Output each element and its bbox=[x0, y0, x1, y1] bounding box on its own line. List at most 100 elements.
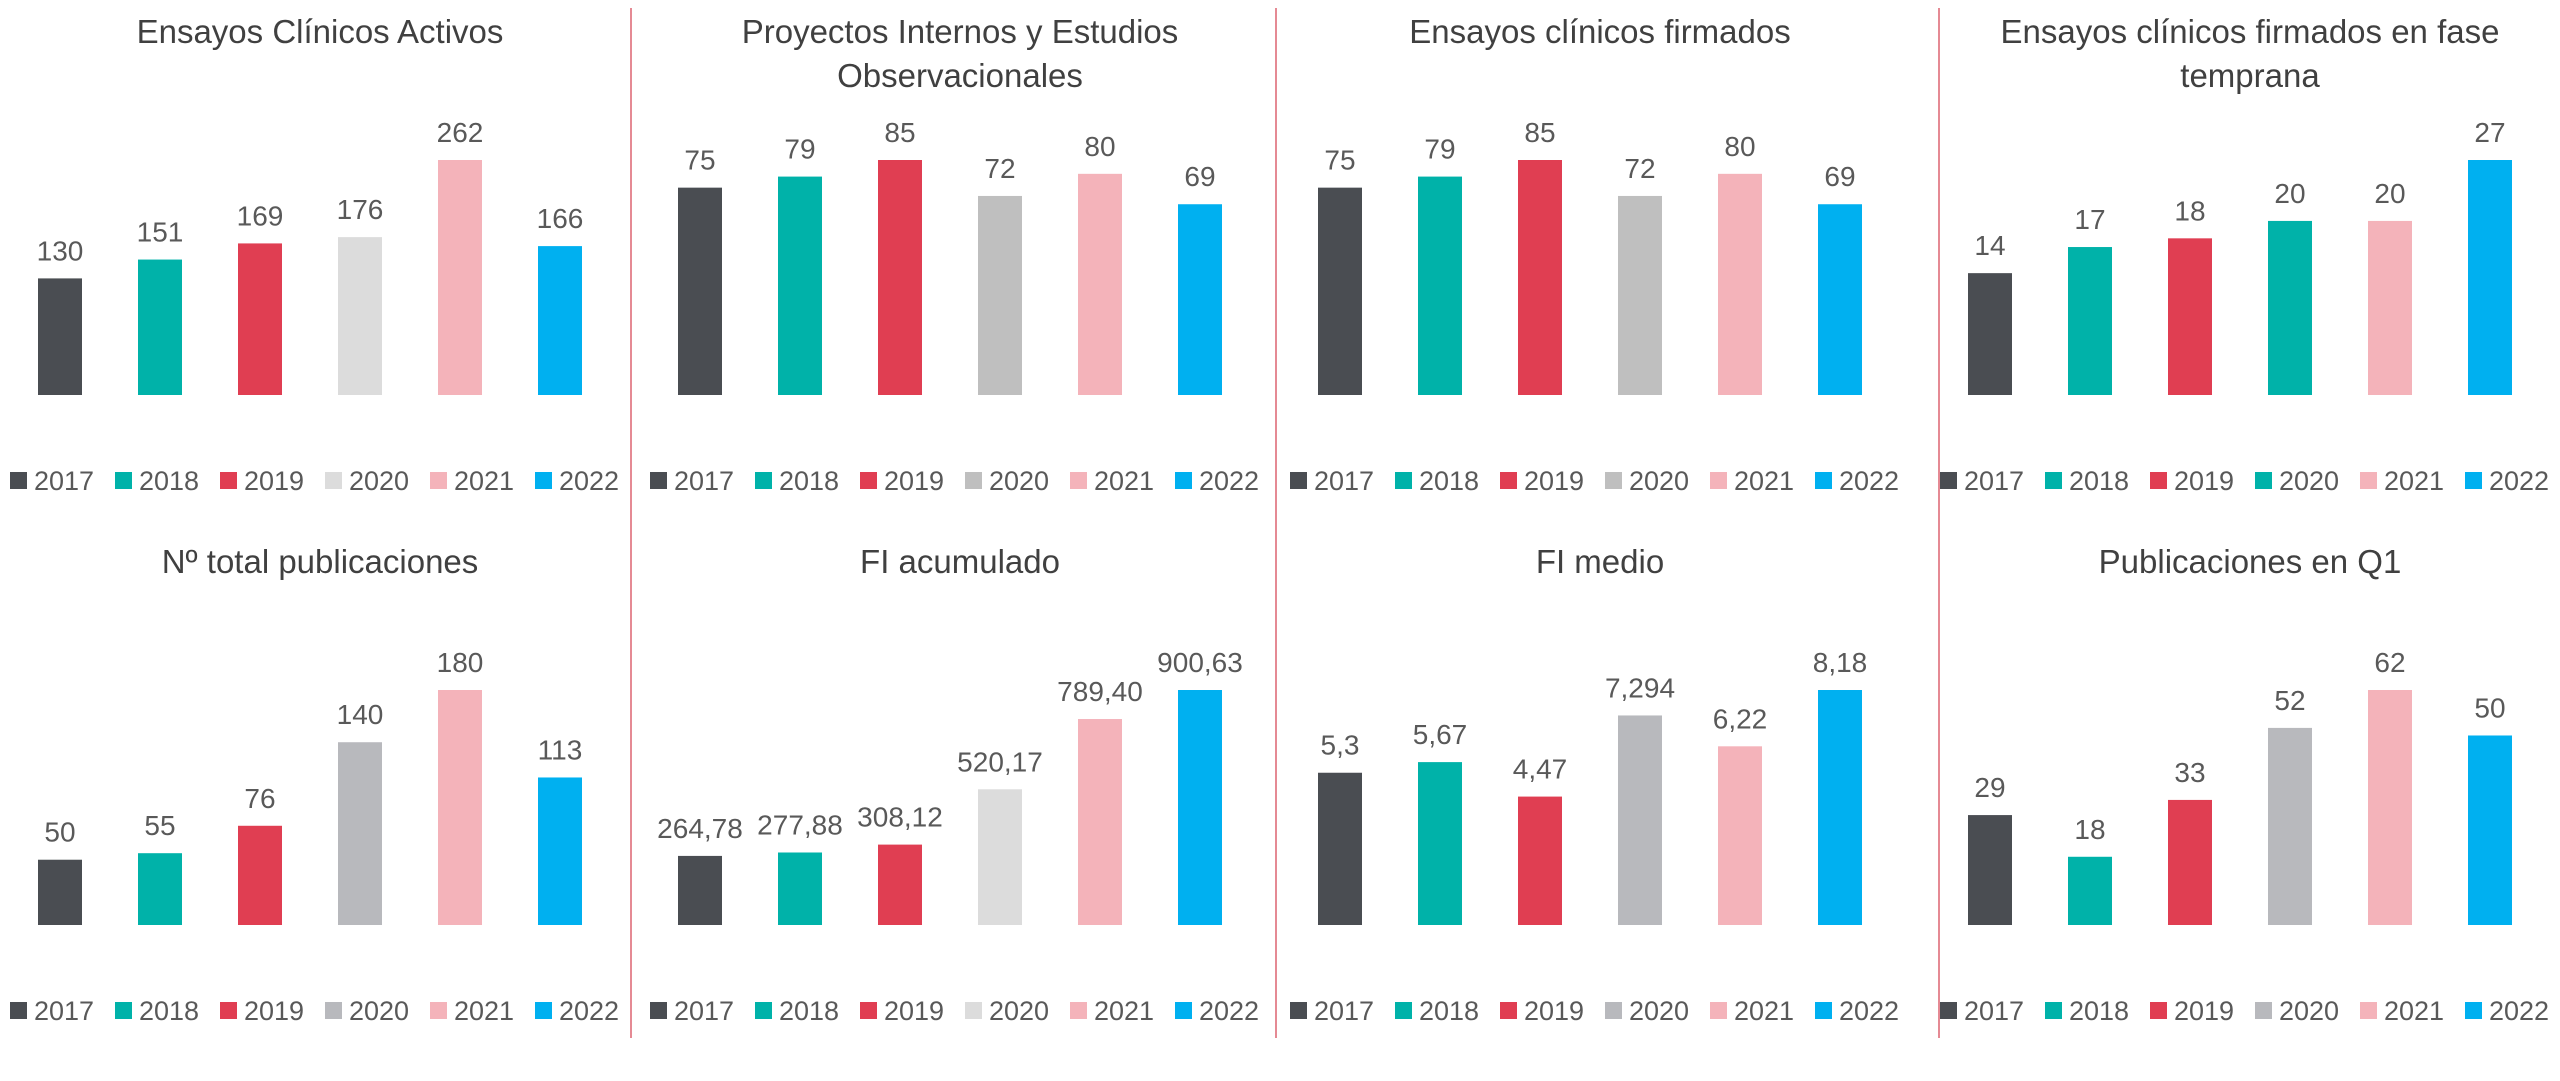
legend-swatch bbox=[2360, 1002, 2377, 1019]
legend-label: 2020 bbox=[2279, 466, 2339, 496]
legend-swatch bbox=[965, 472, 982, 489]
bar bbox=[2068, 247, 2112, 395]
legend-label: 2019 bbox=[244, 996, 304, 1026]
bar bbox=[1518, 160, 1562, 395]
legend-swatch bbox=[1710, 1002, 1727, 1019]
legend-label: 2019 bbox=[884, 466, 944, 496]
legend-label: 2021 bbox=[2384, 466, 2444, 496]
legend-swatch bbox=[1500, 1002, 1517, 1019]
legend-label: 2022 bbox=[1199, 996, 1259, 1026]
legend-label: 2021 bbox=[454, 466, 514, 496]
bar bbox=[2468, 160, 2512, 395]
legend-label: 2020 bbox=[2279, 996, 2339, 1026]
value-label: 52 bbox=[2274, 685, 2305, 716]
bar bbox=[1718, 746, 1762, 925]
value-label: 75 bbox=[1324, 145, 1355, 176]
value-label: 80 bbox=[1724, 131, 1755, 162]
value-label: 169 bbox=[237, 200, 284, 231]
chart: 29 2017 18 2018 33 2019 52 2020 62 2021 50 2022 bbox=[1940, 647, 2549, 1026]
value-label: 20 bbox=[2374, 178, 2405, 209]
value-label: 27 bbox=[2474, 117, 2505, 148]
legend-label: 2018 bbox=[139, 996, 199, 1026]
chart-title: Proyectos Internos y Estudios Observacio… bbox=[741, 13, 1179, 94]
legend-swatch bbox=[115, 1002, 132, 1019]
chart: 75 2017 79 2018 85 2019 72 2020 80 2021 69 2022 bbox=[650, 117, 1259, 496]
legend-swatch bbox=[220, 472, 237, 489]
legend-swatch bbox=[1070, 472, 1087, 489]
value-label: 113 bbox=[538, 734, 583, 765]
legend-swatch bbox=[1500, 472, 1517, 489]
chart: 75 2017 79 2018 85 2019 72 2020 80 2021 69 2022 bbox=[1290, 117, 1899, 496]
legend-label: 2020 bbox=[349, 996, 409, 1026]
bar bbox=[2468, 735, 2512, 925]
value-label: 789,40 bbox=[1057, 676, 1143, 707]
chart: 264,78 2017 277,88 2018 308,12 2019 520,17 2020… bbox=[650, 647, 1259, 1026]
legend-swatch bbox=[2150, 472, 2167, 489]
value-label: 72 bbox=[984, 153, 1015, 184]
value-label: 180 bbox=[437, 647, 484, 678]
bar bbox=[778, 852, 822, 925]
legend-swatch bbox=[2150, 1002, 2167, 1019]
legend-swatch bbox=[650, 472, 667, 489]
legend-label: 2019 bbox=[2174, 466, 2234, 496]
legend-swatch bbox=[965, 1002, 982, 1019]
legend-swatch bbox=[1940, 472, 1957, 489]
bar bbox=[1968, 273, 2012, 395]
bar bbox=[138, 259, 182, 395]
chart-panel: 50 2017 55 2018 76 2019 140 2020 180 2021 113 2022 N… bbox=[0, 530, 640, 1070]
chart: 5,3 2017 5,67 2018 4,47 2019 7,294 2020 6,22 2021… bbox=[1290, 647, 1899, 1026]
legend-swatch bbox=[2360, 472, 2377, 489]
value-label: 33 bbox=[2174, 757, 2205, 788]
legend-swatch bbox=[860, 472, 877, 489]
value-label: 50 bbox=[44, 817, 75, 848]
bar bbox=[538, 777, 582, 925]
legend-swatch bbox=[2255, 472, 2272, 489]
bar bbox=[1178, 690, 1222, 925]
legend-swatch bbox=[2045, 1002, 2062, 1019]
value-label: 7,294 bbox=[1605, 672, 1675, 703]
bar bbox=[878, 844, 922, 925]
value-label: 75 bbox=[684, 145, 715, 176]
bar bbox=[2268, 220, 2312, 395]
legend-label: 2017 bbox=[1964, 466, 2024, 496]
value-label: 80 bbox=[1084, 131, 1115, 162]
legend-label: 2022 bbox=[1199, 466, 1259, 496]
legend-label: 2020 bbox=[349, 466, 409, 496]
legend-swatch bbox=[220, 1002, 237, 1019]
chart-panel: 264,78 2017 277,88 2018 308,12 2019 520,17 2020… bbox=[640, 530, 1280, 1070]
legend-swatch bbox=[1710, 472, 1727, 489]
legend-label: 2022 bbox=[559, 996, 619, 1026]
value-label: 18 bbox=[2074, 814, 2105, 845]
legend-swatch bbox=[430, 472, 447, 489]
value-label: 262 bbox=[437, 117, 484, 148]
legend-swatch bbox=[535, 1002, 552, 1019]
legend-label: 2021 bbox=[1734, 996, 1794, 1026]
legend-swatch bbox=[2465, 1002, 2482, 1019]
chart-title: Ensayos clínicos firmados en fase tempra… bbox=[2000, 13, 2500, 94]
legend-swatch bbox=[2465, 472, 2482, 489]
value-label: 18 bbox=[2174, 195, 2205, 226]
bar bbox=[438, 160, 482, 395]
legend-swatch bbox=[10, 1002, 27, 1019]
legend-label: 2018 bbox=[779, 996, 839, 1026]
value-label: 4,47 bbox=[1513, 754, 1568, 785]
chart-title: Ensayos Clínicos Activos bbox=[136, 13, 504, 50]
value-label: 264,78 bbox=[657, 813, 743, 844]
legend-swatch bbox=[1175, 472, 1192, 489]
value-label: 29 bbox=[1974, 772, 2005, 803]
bar bbox=[1078, 719, 1122, 925]
bar bbox=[678, 855, 722, 925]
legend-swatch bbox=[755, 472, 772, 489]
chart-title: FI acumulado bbox=[860, 543, 1060, 580]
value-label: 140 bbox=[337, 699, 384, 730]
legend-swatch bbox=[1815, 472, 1832, 489]
value-label: 20 bbox=[2274, 178, 2305, 209]
legend-label: 2018 bbox=[2069, 466, 2129, 496]
value-label: 130 bbox=[37, 235, 84, 266]
value-label: 6,22 bbox=[1713, 703, 1768, 734]
value-label: 5,67 bbox=[1413, 719, 1468, 750]
bar bbox=[2268, 727, 2312, 925]
bar bbox=[1618, 195, 1662, 395]
legend-label: 2017 bbox=[34, 466, 94, 496]
chart-panel: 130 2017 151 2018 169 2019 176 2020 262 2021 166 20… bbox=[0, 0, 640, 540]
